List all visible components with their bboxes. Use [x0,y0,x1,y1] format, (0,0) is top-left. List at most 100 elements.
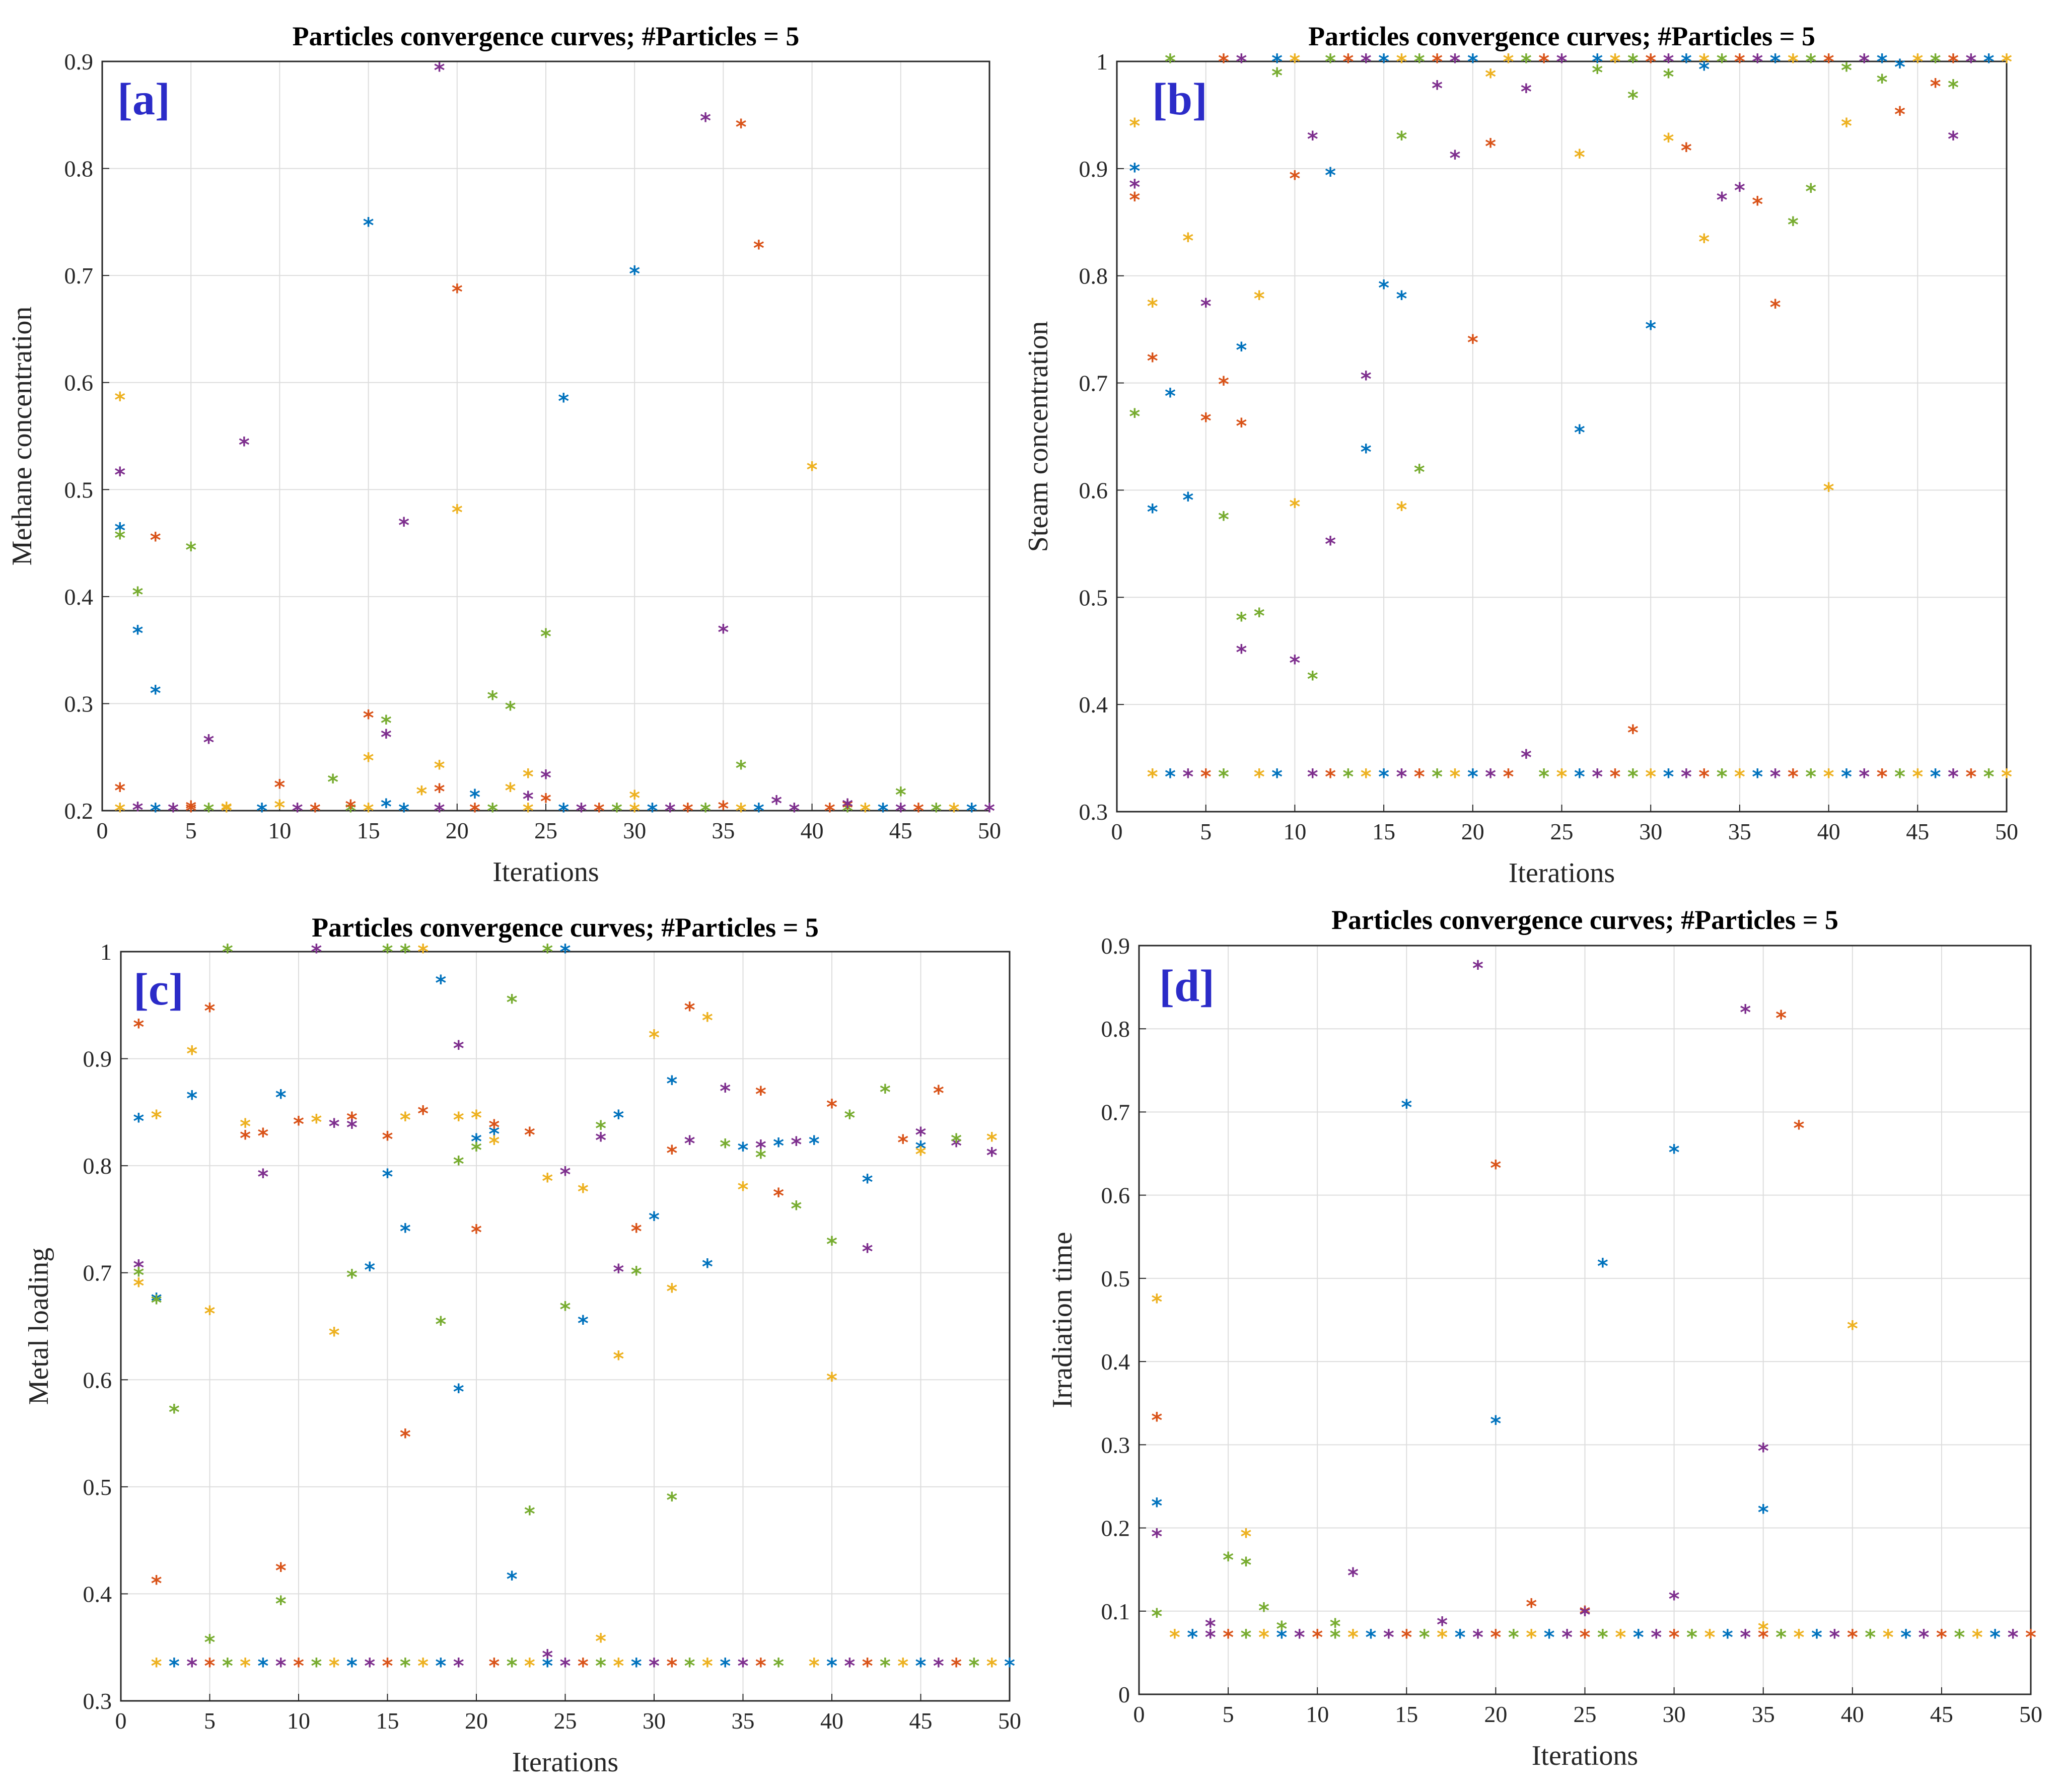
panel-label: [d] [1159,961,1215,1011]
baseline-marker: * [1561,1625,1573,1650]
y-tick-label: 0.8 [1079,263,1108,289]
baseline-marker: * [1490,1625,1501,1650]
data-point-particle-5: * [666,1487,677,1512]
y-tick-label: 0.1 [1101,1599,1130,1624]
baseline-marker: * [310,799,321,823]
baseline-marker: * [968,1654,979,1678]
data-point-particle-5: * [400,940,411,964]
data-point-particle-4: * [257,1164,268,1189]
data-point-particle-5: * [791,1196,802,1221]
data-point-particle-3: * [702,1008,713,1033]
data-point-particle-3: * [1147,294,1158,318]
data-point-particle-1: * [1182,488,1193,513]
x-axis-label: Iterations [492,856,599,888]
baseline-marker: * [435,1654,446,1678]
data-point-particle-5: * [540,624,551,649]
baseline-marker: * [789,799,800,823]
baseline-marker: * [1414,764,1425,789]
data-point-particle-2: * [524,1122,535,1147]
data-point-particle-4: * [771,791,782,816]
data-point-particle-2: * [400,1424,411,1449]
baseline-marker: * [1877,764,1888,789]
y-tick-label: 0.7 [1079,371,1108,396]
x-tick-label: 10 [1306,1701,1329,1727]
data-point-particle-1: * [435,971,446,995]
baseline-marker: * [1574,764,1585,789]
baseline-marker: * [487,799,498,823]
data-point-particle-3: * [613,1346,624,1371]
x-tick-label: 40 [820,1708,843,1734]
data-point-particle-4: * [329,1114,340,1138]
baseline-marker: * [364,1654,375,1678]
data-point-particle-1: * [1758,1500,1769,1525]
data-point-particle-5: * [720,1134,731,1159]
data-point-particle-3: * [1151,1289,1162,1314]
data-point-particle-5: * [560,1297,571,1322]
baseline-marker: * [666,1654,677,1678]
data-point-particle-1: * [1147,499,1158,524]
data-point-particle-3: * [204,1301,216,1326]
baseline-marker: * [931,799,942,823]
x-tick-label: 40 [1841,1701,1864,1727]
baseline-marker: * [647,799,658,823]
data-point-particle-3: * [133,1273,144,1298]
baseline-marker: * [684,1654,695,1678]
data-point-particle-1: * [862,1170,873,1194]
top-marker: * [1521,49,1532,74]
top-marker: * [1698,49,1710,74]
data-point-particle-3: * [986,1128,998,1153]
baseline-marker: * [1610,764,1621,789]
x-tick-label: 15 [357,818,380,843]
data-point-particle-5: * [275,1592,287,1616]
data-point-particle-2: * [736,115,747,139]
x-tick-label: 25 [1574,1701,1597,1727]
data-point-particle-4: * [613,1260,624,1284]
data-point-particle-5: * [1841,58,1852,83]
data-point-particle-3: * [649,1025,660,1050]
y-tick-label: 1 [1096,49,1108,75]
baseline-marker: * [1698,764,1710,789]
baseline-marker: * [1734,764,1745,789]
x-tick-label: 5 [185,818,197,843]
data-point-particle-3: * [471,1105,482,1130]
baseline-marker: * [1704,1625,1715,1650]
baseline-marker: * [933,1654,944,1678]
data-point-particle-3: * [807,457,818,482]
baseline-marker: * [1182,764,1193,789]
data-point-particle-1: * [275,1085,287,1110]
data-point-particle-4: * [755,1135,766,1160]
y-tick-label: 0.6 [64,370,94,396]
baseline-marker: * [913,799,924,823]
baseline-marker: * [700,799,711,823]
baseline-marker: * [1722,1625,1733,1650]
baseline-marker: * [1254,764,1265,789]
baseline-marker: * [382,1654,393,1678]
data-point-particle-4: * [1307,126,1318,151]
data-point-particle-3: * [221,798,232,822]
baseline-marker: * [293,1654,304,1678]
data-point-particle-5: * [1396,126,1407,151]
chart-panel-c: 0 5 10 15 20 25 30 35 40 45 50 0.3 0.4 0.5 0.6 0.7 0.8 0.… [23,912,1021,1778]
data-point-particle-1: * [132,621,143,646]
baseline-marker: * [1918,1625,1929,1650]
baseline-marker: * [878,799,889,823]
data-point-particle-5: * [1254,603,1265,628]
data-point-particle-2: * [666,1141,677,1166]
baseline-marker: * [1200,764,1212,789]
data-point-particle-1: * [702,1254,713,1279]
data-point-particle-1: * [381,794,392,819]
baseline-marker: * [256,799,267,823]
baseline-marker: * [1883,1625,1894,1650]
baseline-marker: * [1544,1625,1555,1650]
baseline-marker: * [1686,1625,1697,1650]
data-point-particle-3: * [114,388,125,412]
data-point-particle-4: * [684,1131,695,1156]
data-point-particle-1: * [1669,1140,1680,1165]
y-tick-label: 0.9 [64,49,94,75]
y-tick-label: 0.5 [64,477,94,503]
baseline-marker: * [576,799,587,823]
data-point-particle-4: * [1717,188,1728,212]
data-point-particle-3: * [1396,497,1407,522]
baseline-marker: * [1449,764,1460,789]
baseline-marker: * [1556,764,1568,789]
